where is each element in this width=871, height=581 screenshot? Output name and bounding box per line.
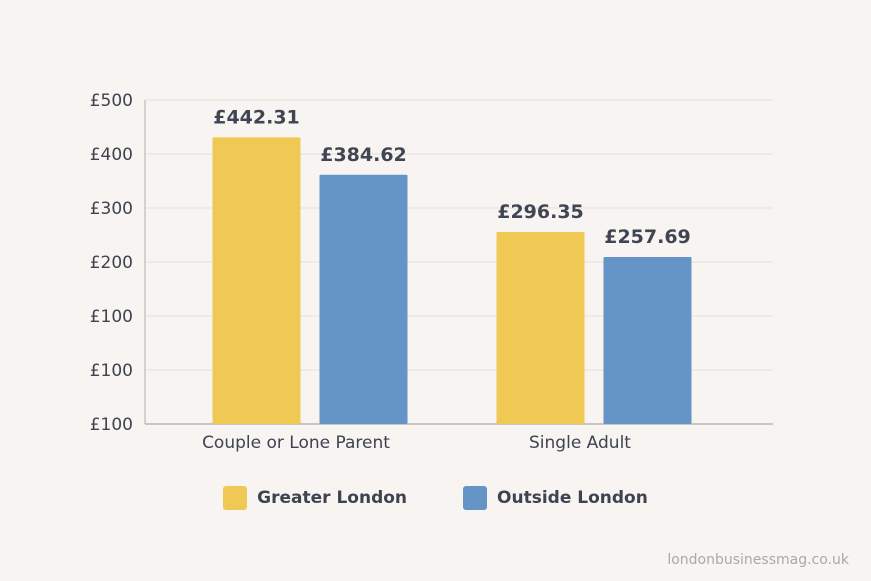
legend-swatch-greater-london — [223, 486, 248, 510]
y-tick-label: £100 — [90, 307, 133, 327]
x-category-label: Couple or Lone Parent — [202, 433, 390, 453]
bars — [212, 137, 692, 424]
y-axis-ticks: £500 £400 £300 £200 £100 £100 £100 — [90, 91, 133, 435]
legend-swatch-outside-london — [463, 486, 488, 510]
data-label: £384.62 — [320, 144, 407, 166]
data-labels: £442.31 £384.62 £296.35 £257.69 — [213, 106, 691, 248]
bar-greater-london — [212, 137, 301, 424]
y-tick-label: £100 — [90, 361, 133, 381]
legend-item-outside-london: Outside London — [463, 486, 648, 510]
legend-label-greater-london: Greater London — [257, 488, 408, 508]
y-tick-label: £200 — [90, 253, 133, 273]
data-label: £257.69 — [604, 226, 691, 248]
y-tick-label: £500 — [90, 91, 133, 111]
x-category-label: Single Adult — [529, 433, 631, 453]
bar-outside-london — [603, 257, 692, 424]
bar-outside-london — [319, 174, 408, 424]
legend: Greater London Outside London — [0, 486, 871, 510]
y-tick-label: £100 — [90, 415, 133, 435]
watermark: londonbusinessmag.co.uk — [667, 552, 849, 568]
bar-greater-london — [496, 231, 585, 424]
y-tick-label: £300 — [90, 199, 133, 219]
data-label: £296.35 — [497, 201, 584, 223]
data-label: £442.31 — [213, 106, 300, 128]
x-axis-categories: Couple or Lone Parent Single Adult — [202, 433, 631, 453]
y-tick-label: £400 — [90, 145, 133, 165]
legend-label-outside-london: Outside London — [497, 488, 648, 508]
legend-item-greater-london: Greater London — [223, 486, 407, 510]
